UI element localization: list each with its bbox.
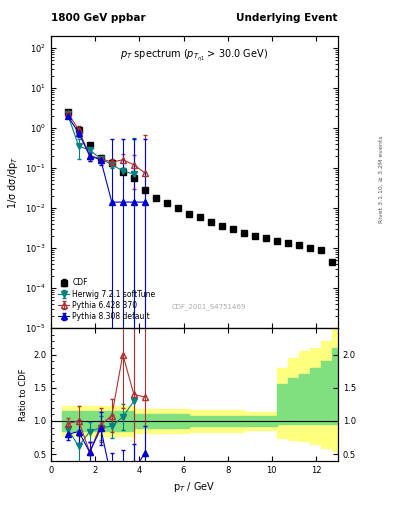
Text: Rivet 3.1.10, ≥ 3.2M events: Rivet 3.1.10, ≥ 3.2M events [379, 135, 384, 223]
Text: 1800 GeV ppbar: 1800 GeV ppbar [51, 13, 146, 23]
Y-axis label: Ratio to CDF: Ratio to CDF [18, 368, 28, 421]
Text: Underlying Event: Underlying Event [237, 13, 338, 23]
Text: CDF_2001_S4751469: CDF_2001_S4751469 [172, 304, 246, 310]
Y-axis label: 1/σ dσ/dp$_T$: 1/σ dσ/dp$_T$ [6, 155, 20, 209]
Text: $p_T$ spectrum ($p_{T_{\eta 1}}$ > 30.0 GeV): $p_T$ spectrum ($p_{T_{\eta 1}}$ > 30.0 … [121, 48, 268, 63]
X-axis label: p$_T$ / GeV: p$_T$ / GeV [173, 480, 216, 494]
Legend: CDF, Herwig 7.2.1 softTune, Pythia 6.428 370, Pythia 8.308 default: CDF, Herwig 7.2.1 softTune, Pythia 6.428… [55, 275, 159, 324]
